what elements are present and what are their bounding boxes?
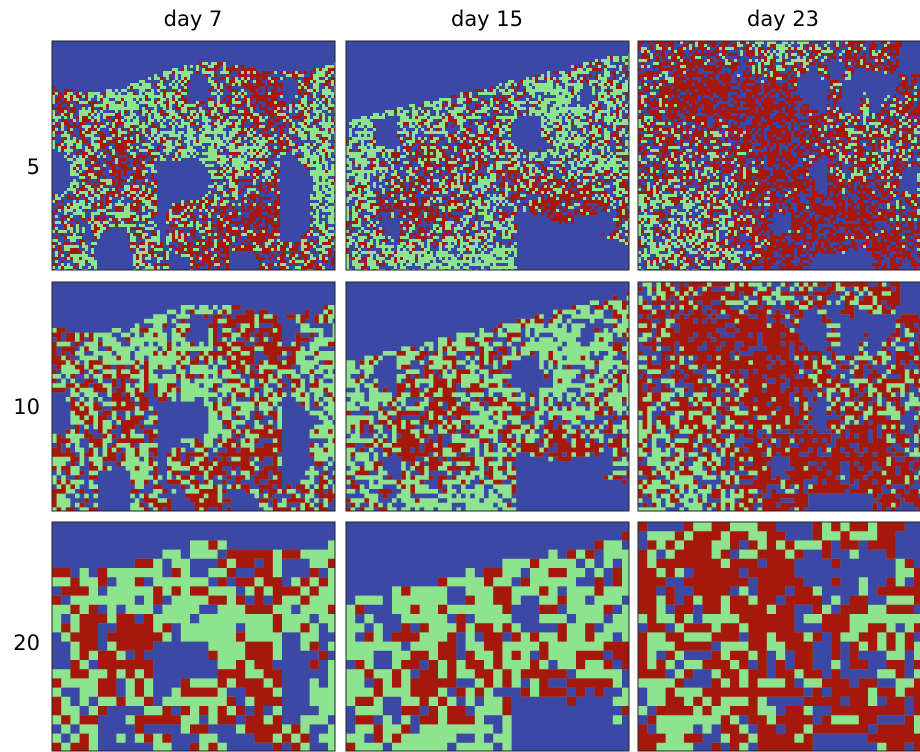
column-title: day 7 (164, 7, 223, 31)
column-title: day 23 (747, 7, 819, 31)
row-label: 5 (27, 155, 40, 179)
figure: day 7 day 15 day 23 5 10 20 (0, 0, 920, 752)
row-label: 10 (13, 395, 40, 419)
row-label: 20 (13, 631, 40, 655)
panels (52, 41, 920, 751)
column-title: day 15 (451, 7, 523, 31)
